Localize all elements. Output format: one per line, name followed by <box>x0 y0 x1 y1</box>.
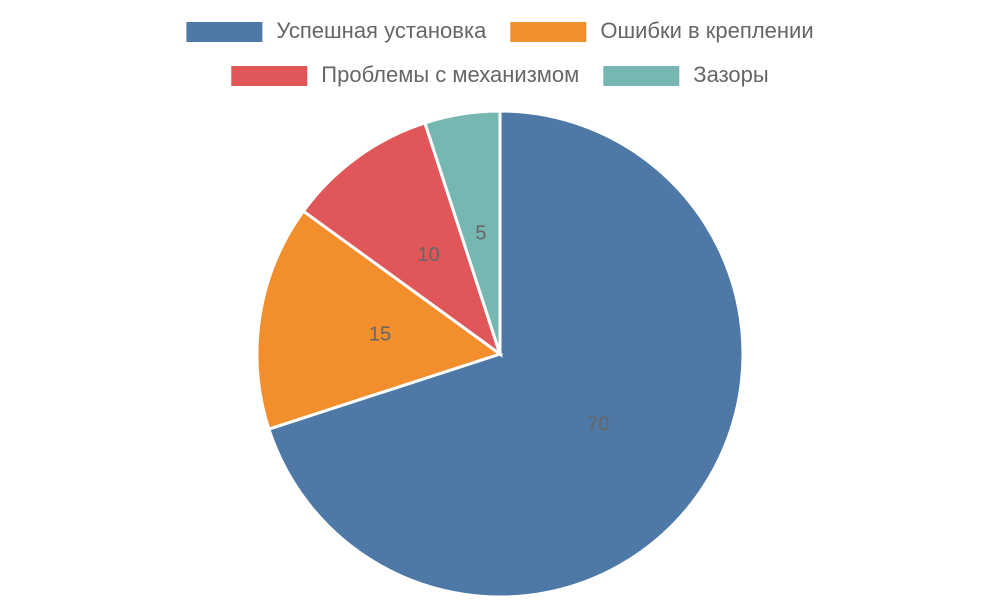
pie-slice <box>255 209 504 431</box>
data-label: 5 <box>475 222 486 244</box>
data-label: 15 <box>369 323 391 345</box>
legend-item: Ошибки в креплении <box>510 18 814 43</box>
legend-item: Успешная установка <box>186 18 487 43</box>
data-label: 10 <box>417 244 439 266</box>
pie-slice <box>266 109 745 599</box>
legend-label: Успешная установка <box>276 18 487 43</box>
legend-swatch <box>510 22 587 42</box>
pie-slice <box>423 109 502 355</box>
legend-label: Ошибки в креплении <box>600 18 813 43</box>
legend-label: Проблемы с механизмом <box>321 62 579 87</box>
legend-label: Зазоры <box>693 62 768 87</box>
legend-item: Проблемы с механизмом <box>231 62 579 87</box>
data-label: 70 <box>587 414 609 436</box>
legend-swatch <box>603 66 680 86</box>
legend-swatch <box>231 66 308 86</box>
legend-swatch <box>186 22 263 42</box>
pie-slice <box>301 121 503 358</box>
legend-item: Зазоры <box>603 62 769 87</box>
